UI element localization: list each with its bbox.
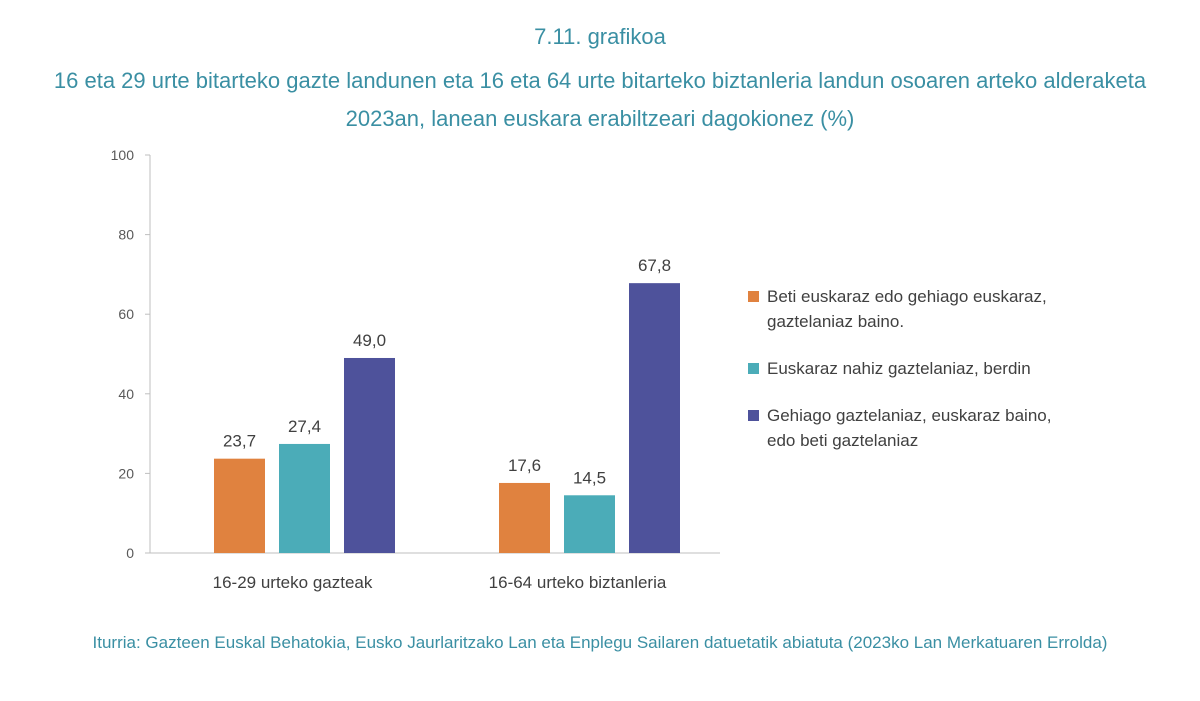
- bar-1-2: [629, 283, 680, 553]
- data-label-0-0: 23,7: [223, 432, 256, 451]
- chart-title: 16 eta 29 urte bitarteko gazte landunen …: [53, 68, 1147, 131]
- source-note: Iturria: Gazteen Euskal Behatokia, Eusko…: [92, 633, 1108, 652]
- x-category-label-1: 16-64 urteko biztanleria: [489, 573, 667, 592]
- legend-swatch-0: [748, 291, 759, 302]
- legend-item-0: Beti euskaraz edo gehiago euskaraz, gazt…: [748, 284, 1068, 334]
- legend-label-0: Beti euskaraz edo gehiago euskaraz, gazt…: [767, 287, 1047, 331]
- bar-1-0: [499, 482, 550, 553]
- y-tick-label-1: 20: [118, 465, 134, 481]
- data-label-0-2: 49,0: [353, 331, 386, 350]
- bar-0-1: [279, 443, 330, 553]
- data-label-0-1: 27,4: [288, 417, 321, 436]
- y-tick-label-4: 80: [118, 227, 134, 243]
- y-tick-label-2: 40: [118, 386, 134, 402]
- chart-legend: Beti euskaraz edo gehiago euskaraz, gazt…: [748, 284, 1068, 475]
- y-tick-label-3: 60: [118, 306, 134, 322]
- legend-label-2: Gehiago gaztelaniaz, euskaraz baino, edo…: [767, 406, 1052, 450]
- chart-number: 7.11. grafikoa: [534, 24, 666, 49]
- y-tick-label-0: 0: [126, 545, 134, 561]
- data-label-1-2: 67,8: [638, 256, 671, 275]
- legend-item-2: Gehiago gaztelaniaz, euskaraz baino, edo…: [748, 403, 1068, 453]
- legend-item-1: Euskaraz nahiz gaztelaniaz, berdin: [748, 356, 1068, 381]
- data-label-1-0: 17,6: [508, 456, 541, 475]
- bar-0-2: [344, 357, 395, 553]
- x-category-label-0: 16-29 urteko gazteak: [213, 573, 373, 592]
- legend-label-1: Euskaraz nahiz gaztelaniaz, berdin: [767, 359, 1031, 378]
- bar-0-0: [214, 458, 265, 553]
- bar-1-1: [564, 495, 615, 553]
- legend-swatch-2: [748, 410, 759, 421]
- data-label-1-1: 14,5: [573, 468, 606, 487]
- legend-swatch-1: [748, 363, 759, 374]
- y-tick-label-5: 100: [111, 147, 135, 163]
